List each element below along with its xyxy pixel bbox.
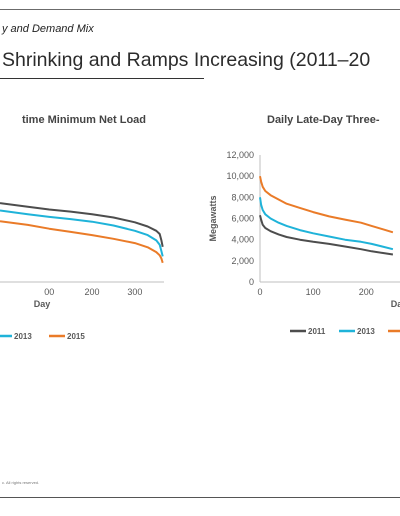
right-series-2011-line [259,215,394,256]
slide-frame [0,497,400,498]
right-legend-label-2011: 2011 [308,327,326,336]
left-legend-label-2015: 2015 [67,332,85,341]
right-legend-label-2013: 2013 [357,327,375,336]
right-y-tick-label: 0 [249,277,254,287]
right-y-axis-title: Megawatts [208,195,218,241]
left-x-tick-label: 200 [85,287,100,297]
right-y-tick-label: 4,000 [231,235,254,245]
right-x-tick-label: 0 [257,287,262,297]
right-x-tick-label: 100 [306,287,321,297]
left-x-axis-title: Day [34,299,51,309]
slide-title: Shrinking and Ramps Increasing (2011–20 [2,49,371,71]
title-underline [0,78,204,79]
right-y-tick-label: 8,000 [231,192,254,202]
right-x-axis-title: Day [391,299,400,309]
left-legend-label-2013: 2013 [14,332,32,341]
right-y-tick-label: 2,000 [231,256,254,266]
right-x-tick-label: 200 [359,287,374,297]
left-series-2015-line [0,220,164,264]
right-series-2015-line [259,175,394,234]
right-y-tick-label: 6,000 [231,214,254,224]
three-hour-ramp-chart: Daily Late-Day Three- 0 2,000 4,000 6,000 8,0… [208,114,400,336]
right-series-2013-line [259,197,394,251]
left-chart-title: time Minimum Net Load [22,114,146,126]
left-x-tick-label: 00 [44,287,54,297]
top-rule [0,9,400,10]
slide-subtitle: y and Demand Mix [2,23,94,35]
left-x-tick-label: 300 [127,287,142,297]
right-y-tick-label: 12,000 [226,150,254,160]
left-series-2013-line [0,209,164,257]
left-series-2011-line [0,202,164,247]
minimum-net-load-chart: time Minimum Net Load 00 200 300 Day 2013 2015 [0,114,164,341]
copyright-note: c. All rights reserved. [2,480,40,485]
right-chart-title: Daily Late-Day Three- [267,114,380,126]
right-y-tick-label: 10,000 [226,171,254,181]
